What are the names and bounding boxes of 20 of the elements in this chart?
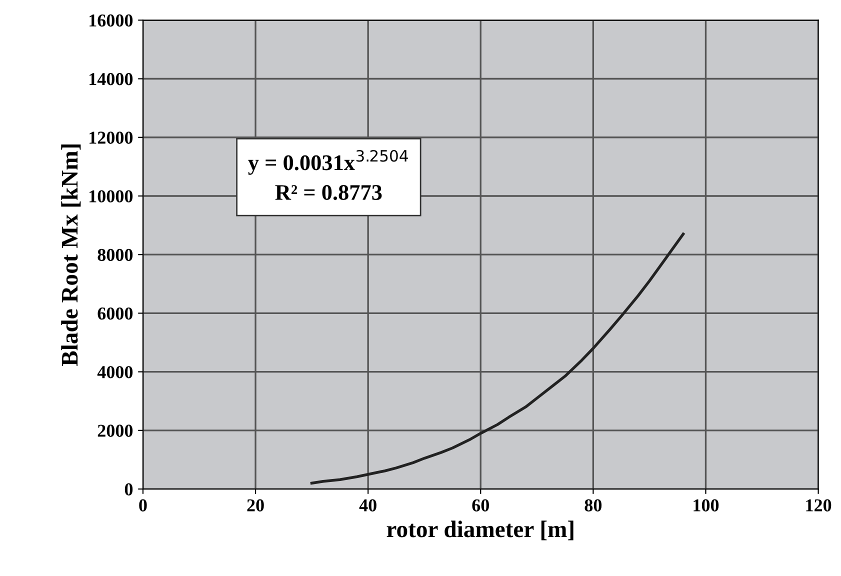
y-tick-label: 4000 [97, 366, 133, 378]
x-tick-label: 0 [139, 499, 147, 512]
x-tick-label: 60 [472, 499, 489, 512]
x-tick-label: 100 [694, 499, 719, 512]
y-axis-title: Blade Root Mx [kNm] [61, 144, 81, 366]
y-tick-label: 8000 [98, 248, 133, 262]
y-tick-label: 2000 [98, 424, 133, 437]
y-tick-label: 14000 [90, 73, 133, 86]
y-tick-label: 6000 [98, 307, 133, 320]
x-tick-label: 20 [247, 499, 264, 512]
x-axis-title: rotor diameter [m] [386, 520, 574, 540]
x-tick-label: 80 [584, 499, 602, 512]
y-tick-label: 16000 [90, 14, 133, 27]
line-series [310, 232, 685, 485]
text: y = 0.0031x$^{3.2504}$ R² = 0.8773 [248, 150, 408, 200]
x-tick-label: 120 [806, 499, 832, 512]
x-tick-label: 40 [359, 499, 376, 512]
y-tick-label: 0 [124, 483, 133, 496]
y-tick-label: 12000 [90, 132, 133, 144]
y-tick-label: 10000 [90, 190, 133, 202]
